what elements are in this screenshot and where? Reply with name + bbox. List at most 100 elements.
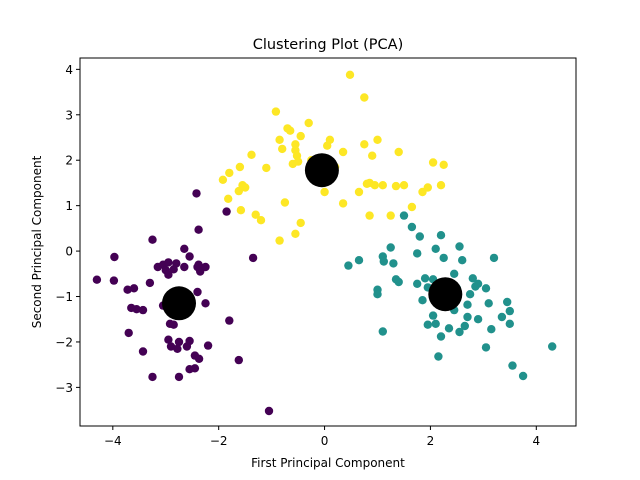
data-point-cluster-2 bbox=[407, 202, 417, 212]
data-point-cluster-1 bbox=[439, 253, 448, 263]
data-point-cluster-2 bbox=[247, 150, 256, 159]
data-point-cluster-2 bbox=[236, 206, 246, 215]
y-tick-label: −2 bbox=[55, 335, 73, 349]
data-point-cluster-0 bbox=[174, 337, 184, 347]
data-point-cluster-0 bbox=[129, 284, 139, 293]
data-point-cluster-1 bbox=[378, 327, 387, 336]
data-point-cluster-0 bbox=[172, 259, 181, 268]
x-tick-label: −2 bbox=[210, 434, 228, 448]
data-point-cluster-1 bbox=[428, 311, 438, 320]
data-point-cluster-2 bbox=[235, 162, 245, 172]
data-point-cluster-2 bbox=[256, 216, 266, 225]
x-axis-label: First Principal Component bbox=[251, 456, 405, 470]
x-tick-label: 0 bbox=[321, 434, 329, 448]
data-point-cluster-2 bbox=[262, 163, 271, 173]
data-point-cluster-1 bbox=[503, 297, 512, 307]
data-point-cluster-2 bbox=[296, 131, 305, 141]
data-point-cluster-1 bbox=[373, 290, 382, 299]
data-point-cluster-2 bbox=[439, 160, 448, 169]
data-point-cluster-1 bbox=[458, 256, 467, 265]
data-point-cluster-1 bbox=[444, 324, 454, 333]
data-point-cluster-0 bbox=[173, 344, 182, 353]
data-point-cluster-1 bbox=[434, 352, 443, 361]
y-tick-label: 2 bbox=[65, 154, 73, 168]
y-tick-label: 3 bbox=[65, 108, 73, 122]
data-point-cluster-1 bbox=[450, 269, 459, 278]
data-point-cluster-1 bbox=[386, 243, 395, 252]
x-tick-label: −4 bbox=[104, 434, 122, 448]
data-point-cluster-1 bbox=[465, 290, 475, 299]
data-point-cluster-2 bbox=[386, 211, 395, 220]
data-point-cluster-1 bbox=[463, 300, 472, 309]
data-point-cluster-1 bbox=[389, 259, 398, 268]
data-point-cluster-0 bbox=[124, 328, 133, 338]
data-point-cluster-2 bbox=[360, 93, 369, 102]
data-point-cluster-0 bbox=[92, 275, 102, 284]
data-point-cluster-1 bbox=[489, 253, 499, 263]
data-point-cluster-0 bbox=[194, 260, 203, 269]
data-point-cluster-0 bbox=[264, 406, 274, 416]
data-point-cluster-0 bbox=[192, 189, 201, 198]
data-point-cluster-0 bbox=[185, 336, 194, 346]
data-point-cluster-0 bbox=[148, 372, 157, 382]
data-point-cluster-0 bbox=[148, 235, 157, 244]
data-point-cluster-2 bbox=[251, 210, 260, 219]
data-point-cluster-2 bbox=[399, 181, 409, 190]
data-point-cluster-2 bbox=[345, 70, 355, 80]
data-point-cluster-2 bbox=[436, 181, 446, 190]
centroid-marker bbox=[304, 153, 339, 188]
data-point-cluster-2 bbox=[291, 229, 300, 238]
data-point-cluster-2 bbox=[293, 157, 303, 166]
data-point-cluster-2 bbox=[365, 211, 374, 220]
data-point-cluster-1 bbox=[423, 320, 432, 329]
data-point-cluster-2 bbox=[291, 140, 300, 149]
data-point-cluster-0 bbox=[123, 285, 132, 294]
data-point-cluster-1 bbox=[473, 279, 483, 288]
data-point-cluster-2 bbox=[338, 147, 348, 157]
data-point-cluster-1 bbox=[418, 296, 427, 305]
data-point-cluster-0 bbox=[110, 252, 119, 262]
data-point-cluster-2 bbox=[368, 151, 377, 160]
plot-area: −4 −2 0 2 4 −3 −2 −1 0 1 2 3 4 bbox=[55, 57, 577, 448]
data-point-cluster-2 bbox=[428, 158, 438, 167]
data-point-cluster-2 bbox=[271, 107, 281, 116]
data-point-cluster-1 bbox=[431, 244, 440, 253]
data-point-cluster-0 bbox=[185, 252, 194, 261]
data-point-cluster-1 bbox=[344, 261, 353, 270]
data-point-cluster-0 bbox=[180, 244, 189, 253]
data-point-cluster-2 bbox=[338, 199, 348, 208]
data-point-cluster-0 bbox=[222, 207, 231, 216]
centroid-marker bbox=[428, 277, 463, 312]
data-point-cluster-0 bbox=[169, 320, 178, 329]
data-point-cluster-2 bbox=[354, 187, 364, 197]
data-point-cluster-0 bbox=[138, 347, 148, 356]
data-point-cluster-2 bbox=[275, 236, 284, 245]
data-point-cluster-2 bbox=[423, 183, 432, 192]
data-point-cluster-1 bbox=[413, 279, 422, 288]
data-point-cluster-2 bbox=[280, 198, 290, 207]
data-point-cluster-1 bbox=[407, 222, 417, 232]
y-tick-label: −3 bbox=[55, 381, 73, 395]
data-point-cluster-1 bbox=[354, 256, 364, 265]
data-point-cluster-0 bbox=[194, 225, 203, 234]
data-point-cluster-0 bbox=[203, 341, 213, 350]
data-point-cluster-1 bbox=[436, 332, 446, 341]
data-point-cluster-1 bbox=[420, 274, 430, 283]
data-point-cluster-0 bbox=[180, 262, 189, 272]
data-point-cluster-1 bbox=[508, 361, 517, 370]
axes-frame bbox=[79, 57, 577, 427]
data-point-cluster-2 bbox=[378, 181, 387, 190]
data-point-cluster-1 bbox=[548, 342, 557, 351]
data-point-cluster-2 bbox=[360, 140, 369, 149]
data-point-cluster-1 bbox=[415, 232, 424, 241]
data-point-cluster-0 bbox=[194, 354, 204, 363]
data-point-cluster-1 bbox=[394, 277, 403, 287]
data-point-cluster-1 bbox=[473, 315, 483, 324]
data-point-cluster-1 bbox=[379, 257, 388, 266]
y-tick-label: 0 bbox=[65, 245, 73, 259]
data-point-cluster-2 bbox=[218, 175, 228, 184]
data-point-cluster-1 bbox=[497, 312, 507, 322]
centroid-marker bbox=[162, 286, 196, 321]
data-point-cluster-0 bbox=[174, 372, 184, 382]
